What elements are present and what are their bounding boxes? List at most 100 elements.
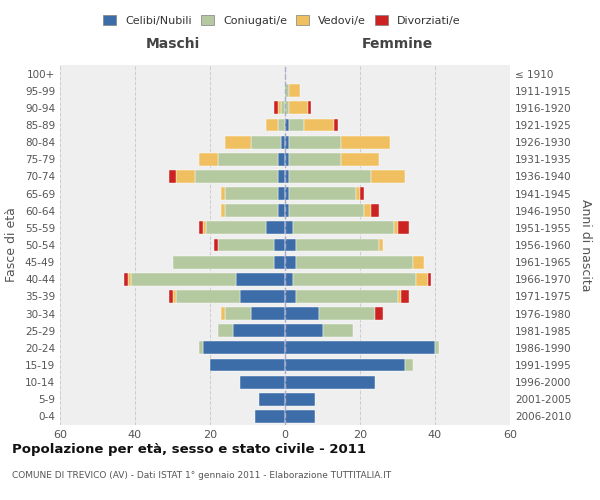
Y-axis label: Anni di nascita: Anni di nascita [580,198,592,291]
Bar [131,273,236,285]
Bar [285,342,435,354]
Bar [214,238,218,252]
Bar [285,307,319,320]
Text: Femmine: Femmine [362,38,433,52]
Bar [285,222,293,234]
Bar [398,222,409,234]
Bar [277,118,285,132]
Bar [371,170,405,183]
Bar [379,238,383,252]
Bar [281,102,285,114]
Bar [427,273,431,285]
Bar [308,102,311,114]
Bar [289,170,371,183]
Bar [176,170,195,183]
Bar [218,324,233,337]
Bar [401,290,409,303]
Bar [277,204,285,217]
Bar [285,84,289,97]
Bar [221,307,225,320]
Bar [218,153,277,166]
Bar [266,222,285,234]
Bar [274,256,285,268]
Bar [173,290,176,303]
Bar [293,222,394,234]
Bar [319,307,375,320]
Bar [281,136,285,148]
Bar [435,342,439,354]
Bar [285,324,323,337]
Bar [236,273,285,285]
Bar [289,102,308,114]
Bar [289,136,341,148]
Bar [289,187,356,200]
Bar [285,410,315,423]
Text: Popolazione per età, sesso e stato civile - 2011: Popolazione per età, sesso e stato civil… [12,442,366,456]
Bar [296,238,379,252]
Bar [285,273,293,285]
Bar [285,136,289,148]
Bar [233,324,285,337]
Bar [206,222,266,234]
Bar [218,238,274,252]
Legend: Celibi/Nubili, Coniugati/e, Vedovi/e, Divorziati/e: Celibi/Nubili, Coniugati/e, Vedovi/e, Di… [99,10,465,30]
Bar [221,204,225,217]
Bar [255,410,285,423]
Bar [285,376,375,388]
Bar [285,256,296,268]
Bar [304,118,334,132]
Bar [240,376,285,388]
Bar [285,358,405,372]
Bar [225,204,277,217]
Bar [240,290,285,303]
Bar [394,222,398,234]
Bar [289,153,341,166]
Bar [285,102,289,114]
Bar [398,290,401,303]
Text: COMUNE DI TREVICO (AV) - Dati ISTAT 1° gennaio 2011 - Elaborazione TUTTITALIA.IT: COMUNE DI TREVICO (AV) - Dati ISTAT 1° g… [12,470,391,480]
Bar [195,170,277,183]
Bar [323,324,353,337]
Bar [173,256,274,268]
Bar [371,204,379,217]
Bar [199,342,203,354]
Bar [289,204,364,217]
Bar [285,118,289,132]
Bar [285,170,289,183]
Bar [293,273,416,285]
Bar [176,290,240,303]
Bar [251,136,281,148]
Bar [169,290,173,303]
Bar [124,273,128,285]
Bar [296,256,413,268]
Bar [296,290,398,303]
Bar [277,187,285,200]
Bar [274,238,285,252]
Bar [277,102,281,114]
Bar [413,256,424,268]
Bar [285,238,296,252]
Y-axis label: Fasce di età: Fasce di età [5,208,18,282]
Bar [210,358,285,372]
Bar [277,153,285,166]
Bar [199,222,203,234]
Bar [334,118,337,132]
Bar [285,393,315,406]
Bar [285,153,289,166]
Bar [251,307,285,320]
Bar [364,204,371,217]
Bar [221,187,225,200]
Bar [266,118,277,132]
Bar [289,84,300,97]
Bar [259,393,285,406]
Bar [341,153,379,166]
Bar [169,170,176,183]
Bar [277,170,285,183]
Bar [341,136,390,148]
Bar [225,136,251,148]
Bar [199,153,218,166]
Bar [289,118,304,132]
Bar [225,187,277,200]
Bar [416,273,427,285]
Bar [203,222,206,234]
